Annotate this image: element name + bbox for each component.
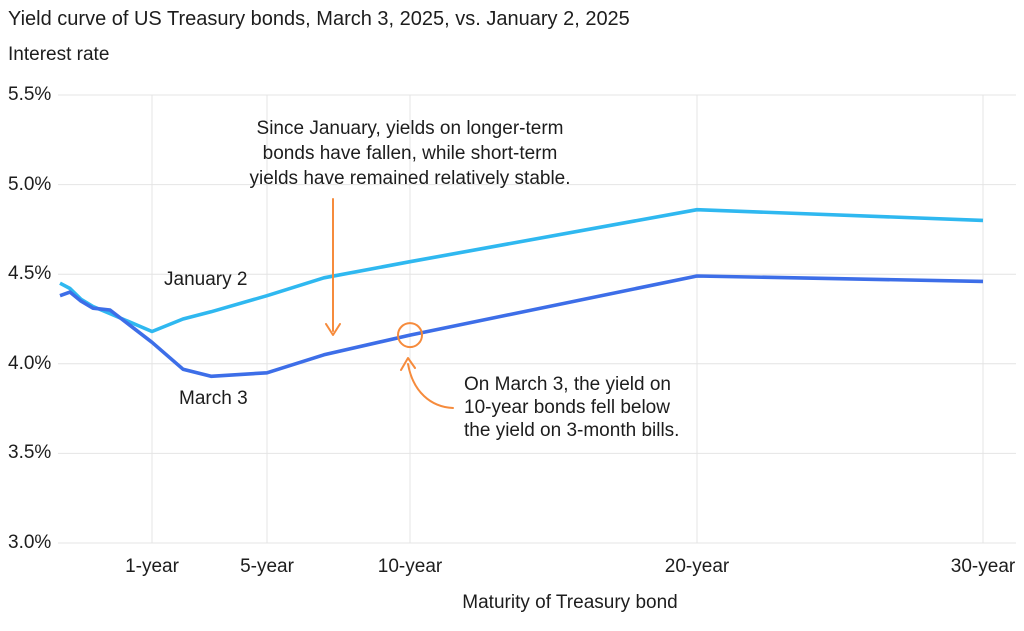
x-axis-tick-label: 30-year — [950, 556, 1016, 577]
y-axis-tick-label: 4.5% — [8, 263, 52, 284]
x-axis-title: Maturity of Treasury bond — [462, 592, 678, 613]
y-axis-tick-label: 5.5% — [8, 84, 52, 105]
page-title: Yield curve of US Treasury bonds, March … — [8, 8, 630, 30]
annotation-march-circle: On March 3, the yield on 10-year bonds f… — [464, 374, 680, 441]
series-label-march: March 3 — [179, 388, 248, 409]
march-line — [59, 274, 984, 379]
annotation-since-january: Since January, yields on longer-term bon… — [249, 118, 571, 189]
y-axis-tick-label: 3.5% — [8, 442, 52, 463]
y-axis-tick-label: 3.0% — [8, 532, 52, 553]
y-axis-tick-label: 4.0% — [8, 353, 52, 374]
arrow-curved-icon — [400, 357, 454, 409]
highlight-circle — [397, 322, 423, 349]
arrow-down-icon — [325, 198, 341, 336]
x-axis-tick-label: 5-year — [240, 556, 294, 577]
x-axis-tick-label: 1-year — [125, 556, 179, 577]
x-axis-tick-label: 10-year — [377, 556, 443, 577]
x-axis-tick-label: 20-year — [664, 556, 730, 577]
series-label-january: January 2 — [164, 269, 248, 290]
y-axis-tick-label: 5.0% — [8, 174, 52, 195]
y-axis-title: Interest rate — [8, 44, 110, 65]
